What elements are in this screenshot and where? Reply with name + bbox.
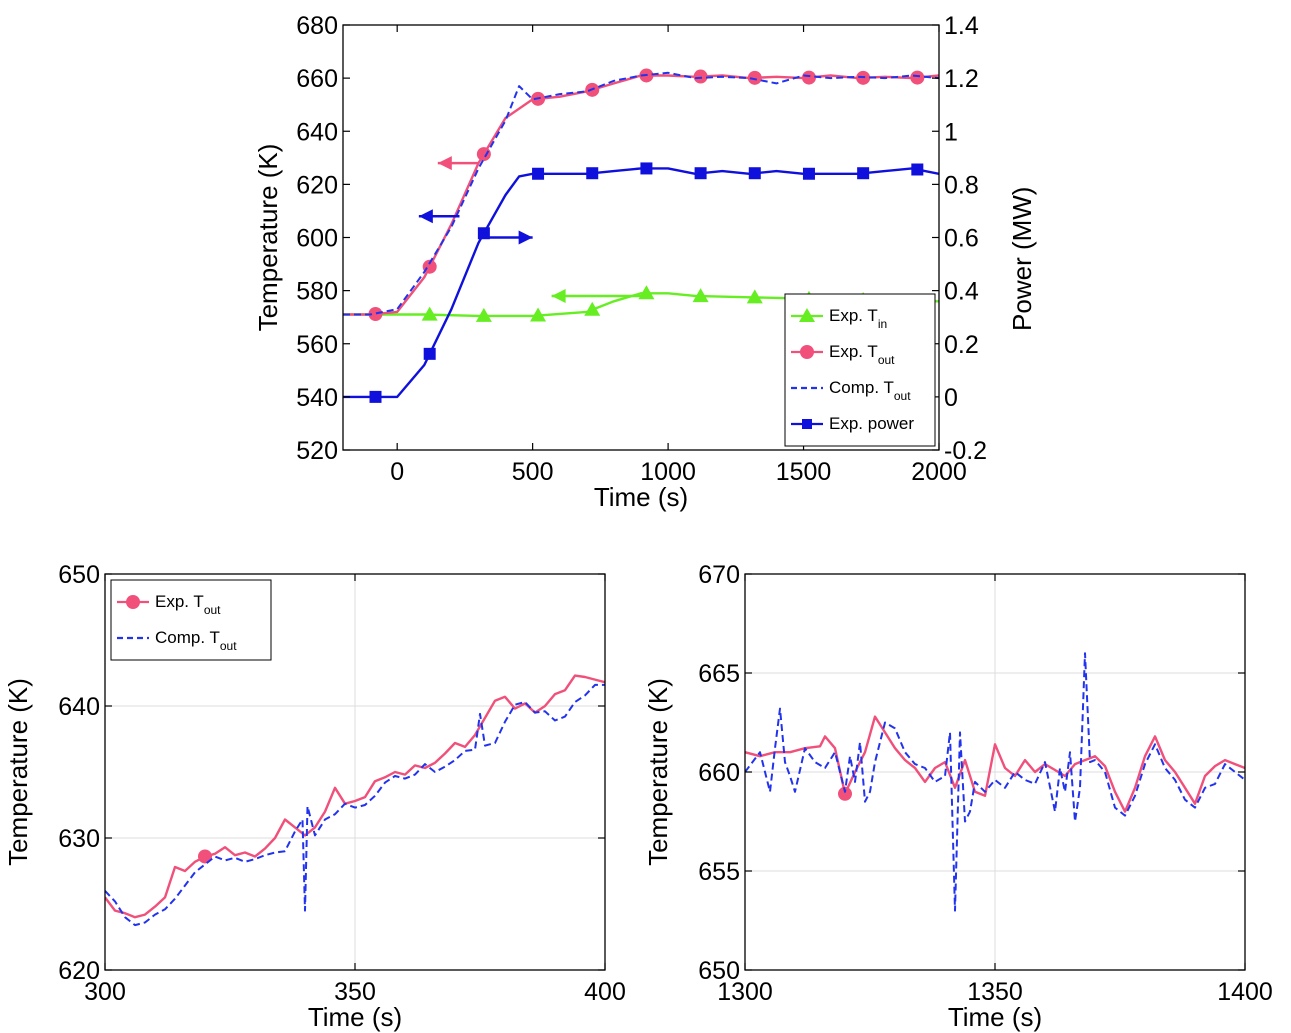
y-tick-label: 680 [296,12,338,40]
y-tick-label: 580 [296,278,338,306]
x-tick-label: 1350 [967,978,1023,1006]
annotation-arrow-head [551,288,566,303]
y-axis-label: Temperature (K) [643,678,673,866]
y-tick-label: 640 [58,693,100,721]
series-marker-0 [530,307,547,322]
y-tick-label: 665 [698,660,740,688]
series-marker-1 [693,69,708,84]
series-marker-3 [423,347,436,360]
y-tick-label: 540 [296,384,338,412]
series-marker-3 [857,167,870,180]
legend-entry-subscript: out [878,353,895,367]
series-marker-0 [198,849,212,864]
series-marker-3 [640,162,653,175]
y2-tick-label: 0.6 [944,225,979,253]
y-tick-label: 670 [698,561,740,589]
series-line-0 [105,674,605,919]
x-tick-label: 1000 [640,458,696,486]
legend-entry-subscript: out [204,603,221,617]
series-marker-3 [532,167,545,180]
y-tick-label: 660 [296,65,338,93]
series-marker-0 [475,307,492,322]
series-marker-3 [369,390,382,403]
legend-swatch-marker [799,308,815,322]
x-tick-label: 1400 [1217,978,1273,1006]
y-tick-label: 630 [58,825,100,853]
y-tick-label: 650 [698,957,740,985]
series-line-1 [343,74,939,316]
x-tick-label: 400 [584,978,626,1006]
zoom-chart-left: 300 350 400 620 630 640 650 Time (s) Temperature… [3,561,626,1032]
y2-tick-label: 0.2 [944,331,979,359]
zoom-chart-right: 1300 1350 1400 650 655 660 665 670 Time (s) Tempe… [643,561,1273,1032]
y-tick-label: 620 [296,171,338,199]
y-tick-label: 640 [296,118,338,146]
legend-entry-label: Exp. power [829,414,914,433]
y2-tick-label: 1 [944,118,958,146]
legend-entry-subscript: out [894,389,911,403]
y-tick-label: 650 [58,561,100,589]
y2-tick-label: 1.4 [944,12,979,40]
y2-tick-label: 1.2 [944,65,979,93]
series-marker-3 [802,167,815,180]
series-line-1 [105,683,605,927]
plot-area [745,652,1245,912]
series-marker-1 [476,147,491,162]
series-line-2 [343,71,939,316]
series-marker-1 [747,70,762,85]
series-marker-1 [910,70,925,85]
series-marker-3 [586,167,599,180]
y-tick-label: 600 [296,225,338,253]
x-axis-label: Time (s) [308,1002,402,1032]
x-tick-label: 500 [512,458,554,486]
x-tick-label: 350 [334,978,376,1006]
legend-swatch-marker [126,595,140,609]
plot-area [343,68,939,403]
x-tick-label: 1300 [717,978,773,1006]
y2-tick-label: 0.8 [944,171,979,199]
plot-area [105,674,605,927]
series-marker-0 [838,786,852,801]
main-chart: 0 500 1000 1500 2000 520 540 560 580 600 620 640 660… [253,12,1037,512]
series-marker-0 [746,289,763,304]
series-line-1 [745,652,1245,912]
y2-axis-label: Power (MW) [1007,187,1037,331]
y2-tick-label: 0.4 [944,278,979,306]
annotation-arrow-head [418,209,433,224]
series-marker-0 [421,306,438,321]
annotation-arrow-head [518,230,533,245]
series-marker-3 [911,163,924,176]
legend-entry-subscript: out [220,639,237,653]
x-tick-label: 0 [390,458,404,486]
legend-entry-subscript: in [878,317,887,331]
y-tick-label: 620 [58,957,100,985]
series-marker-3 [694,167,707,180]
y2-tick-label: 0 [944,384,958,412]
y-tick-label: 660 [698,759,740,787]
series-marker-0 [584,301,601,316]
x-axis-label: Time (s) [594,482,688,512]
legend-swatch-marker [800,345,814,359]
x-tick-label: 300 [84,978,126,1006]
y-axis-label: Temperature (K) [3,678,33,866]
series-marker-3 [748,167,761,180]
series-marker-1 [368,307,383,321]
x-tick-label: 2000 [911,458,967,486]
y-tick-label: 520 [296,437,338,465]
x-tick-label: 1500 [776,458,832,486]
y2-tick-label: -0.2 [944,437,987,465]
series-marker-1 [801,70,816,85]
y-tick-label: 560 [296,331,338,359]
y-axis-label: Temperature (K) [253,144,283,332]
y-tick-label: 655 [698,858,740,886]
annotation-arrow-head [437,156,452,171]
x-axis-label: Time (s) [948,1002,1042,1032]
series-marker-0 [692,288,709,303]
legend-box [110,579,272,661]
legend-swatch-marker [802,419,812,429]
